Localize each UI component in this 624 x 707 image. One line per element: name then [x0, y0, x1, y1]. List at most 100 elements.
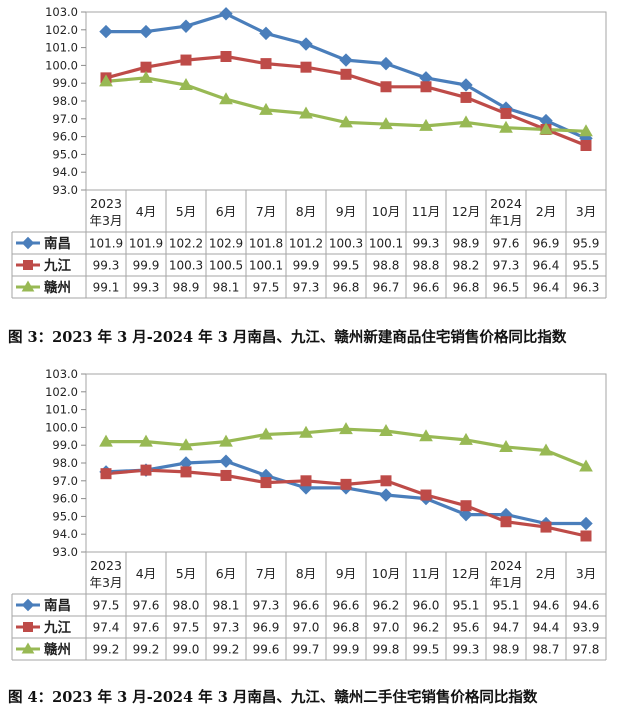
x-tick-label: 2023: [90, 558, 122, 573]
legend-key-marker: [21, 280, 35, 292]
data-label: 96.4: [533, 281, 560, 295]
y-tick-label: 96.0: [52, 130, 78, 144]
data-label: 96.6: [293, 599, 320, 613]
data-label: 98.8: [413, 259, 440, 273]
legend-entry: 赣州: [44, 641, 71, 658]
data-label: 98.0: [173, 599, 200, 613]
data-label: 97.6: [133, 621, 160, 635]
y-tick-label: 102.0: [45, 385, 78, 399]
series-2-point: [100, 468, 112, 480]
series-3-point: [539, 443, 553, 456]
y-tick-label: 98.0: [52, 94, 78, 108]
series-2-point: [580, 530, 592, 542]
y-tick-label: 99.0: [52, 438, 78, 452]
data-label: 100.3: [169, 259, 203, 273]
plot-area: [85, 11, 607, 191]
series-2-point: [340, 478, 352, 490]
legend-key-marker: [21, 598, 35, 612]
x-tick-label: 10月: [372, 566, 400, 581]
y-tick-label: 94.0: [52, 165, 78, 179]
series-1-point: [99, 24, 113, 39]
y-tick-label: 95.0: [52, 509, 78, 523]
series-1-point: [139, 24, 153, 39]
series-3-point: [459, 432, 473, 445]
x-tick-label: 8月: [296, 566, 316, 581]
y-tick-label: 95.0: [52, 147, 78, 161]
series-3-point: [179, 77, 193, 90]
data-label: 99.3: [93, 259, 120, 273]
data-label: 97.6: [133, 599, 160, 613]
data-label: 101.9: [129, 237, 163, 251]
series-3-point: [499, 120, 513, 133]
figure-3-caption: 图 3：2023 年 3 月-2024 年 3 月南昌、九江、赣州新建商品住宅销…: [8, 329, 567, 346]
series-2-point: [380, 475, 392, 487]
data-label: 95.6: [453, 621, 480, 635]
x-tick-label: 7月: [256, 204, 276, 219]
series-2-point: [500, 516, 512, 528]
y-tick-label: 101.0: [45, 403, 78, 417]
data-label: 98.1: [213, 599, 240, 613]
x-tick-label: 年3月: [90, 213, 123, 228]
data-label: 99.0: [173, 643, 200, 657]
x-tick-label: 2月: [536, 566, 556, 581]
series-2-point: [300, 475, 312, 487]
series-3-point: [339, 422, 353, 435]
legend-key-marker: [21, 642, 35, 654]
legend-entry: 九江: [43, 619, 71, 636]
data-label: 94.6: [533, 599, 560, 613]
series-3-point: [419, 118, 433, 131]
data-label: 101.2: [289, 237, 323, 251]
legend-key-marker: [23, 622, 33, 632]
y-tick-label: 97.0: [52, 474, 78, 488]
data-label: 95.9: [573, 237, 600, 251]
data-label: 96.5: [493, 281, 520, 295]
data-label: 99.3: [413, 237, 440, 251]
x-tick-label: 11月: [412, 204, 440, 219]
data-label: 98.9: [453, 237, 480, 251]
data-label: 96.2: [373, 599, 400, 613]
data-label: 98.9: [173, 281, 200, 295]
x-tick-label: 5月: [176, 566, 196, 581]
data-label: 99.7: [293, 643, 320, 657]
data-label: 100.3: [329, 237, 363, 251]
series-2-point: [140, 61, 152, 73]
figure-4-caption: 图 4：2023 年 3 月-2024 年 3 月南昌、九江、赣州二手住宅销售价…: [8, 689, 538, 706]
chart-figure-3: 93.0 94.0 95.0 96.0 97.0 98.0 99.0 100.0 101.0 10…: [0, 0, 624, 322]
series-3-point: [99, 74, 113, 87]
series-2-point: [260, 58, 272, 70]
data-label: 95.1: [453, 599, 480, 613]
data-label: 99.5: [413, 643, 440, 657]
series-1-point: [179, 19, 193, 33]
data-label: 97.0: [373, 621, 400, 635]
data-label: 96.9: [533, 237, 560, 251]
data-label: 98.1: [213, 281, 240, 295]
series-3-point: [139, 70, 153, 83]
series-3-point: [299, 425, 313, 438]
y-tick-label: 99.0: [52, 76, 78, 90]
data-label: 97.3: [213, 621, 240, 635]
data-label: 99.3: [133, 281, 160, 295]
series-2-point: [420, 81, 432, 93]
legend-key-marker: [21, 236, 35, 250]
data-label: 99.9: [293, 259, 320, 273]
data-label: 96.8: [333, 281, 360, 295]
x-tick-label: 9月: [336, 566, 356, 581]
series-2-point: [460, 500, 472, 512]
data-label: 99.5: [333, 259, 360, 273]
series-1-point: [339, 53, 353, 67]
series-2-point: [300, 61, 312, 73]
y-tick-label: 103.0: [45, 367, 78, 381]
series-2-point: [180, 466, 192, 478]
series-2-point: [500, 107, 512, 119]
series-3-point: [299, 106, 313, 119]
series-1-point: [379, 56, 393, 71]
data-label: 97.5: [93, 599, 120, 613]
series-3-point: [259, 102, 273, 115]
data-label: 98.7: [533, 643, 560, 657]
x-tick-label: 3月: [576, 204, 596, 219]
data-label: 99.6: [253, 643, 280, 657]
x-tick-label: 6月: [216, 566, 236, 581]
legend-entry: 南昌: [44, 597, 71, 614]
series-1-point: [259, 26, 273, 41]
y-tick-label: 100.0: [45, 420, 78, 434]
